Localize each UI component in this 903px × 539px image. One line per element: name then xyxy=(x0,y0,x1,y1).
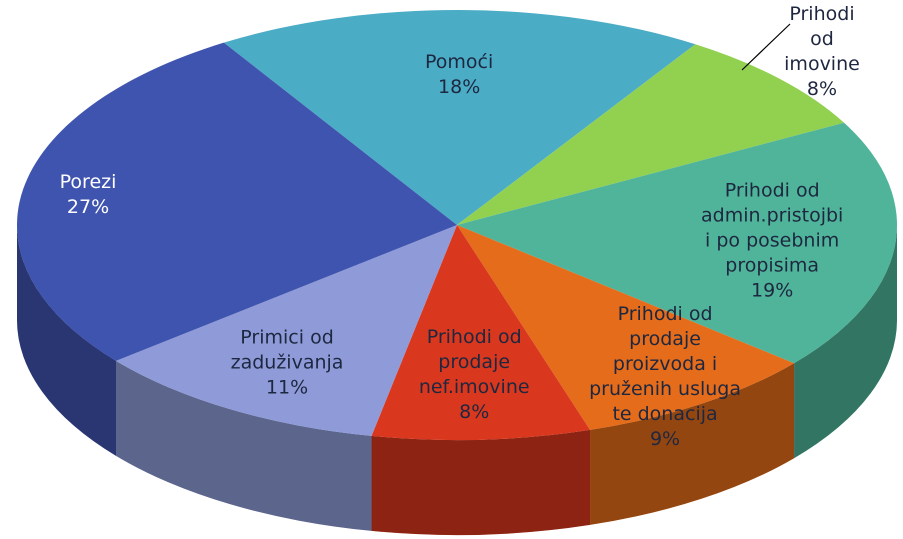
slice-side xyxy=(116,360,372,531)
value-label: 9% xyxy=(649,427,681,450)
slice xyxy=(457,225,795,430)
category-label: Pomoći xyxy=(425,50,494,73)
category-label: Prihodi od prodaje nef.imovine xyxy=(418,326,530,399)
value-label: 8% xyxy=(806,78,838,100)
value-label: 11% xyxy=(265,376,309,399)
slice xyxy=(457,122,898,364)
slice-label: Prihodi od prodaje nef.imovine 8% xyxy=(419,325,530,425)
slice xyxy=(371,225,591,441)
value-label: 18% xyxy=(438,75,481,98)
slice-side xyxy=(794,225,897,459)
value-label: 19% xyxy=(751,279,794,302)
slice-side xyxy=(17,225,117,456)
slice-side-shade xyxy=(17,225,117,456)
slice xyxy=(223,9,696,225)
slice-label: Prihodi od imovine 8% xyxy=(782,2,863,102)
value-label: 8% xyxy=(459,401,490,424)
slice-label: Porezi 27% xyxy=(60,170,117,220)
slice-side-shade xyxy=(794,225,897,459)
slice-side-shade xyxy=(590,363,795,525)
category-label: Porezi xyxy=(59,171,117,194)
value-label: 27% xyxy=(66,196,110,219)
slice-side-shade xyxy=(116,360,372,531)
slice-label: Primici od zaduživanja 11% xyxy=(231,326,344,401)
slice-label: Pomoći 18% xyxy=(425,50,493,100)
category-label: Prihodi od prodaje proizvoda i pruženih … xyxy=(589,302,742,425)
slice-label: Prihodi od prodaje proizvoda i pruženih … xyxy=(589,302,741,452)
category-label: Prihodi od admin.pristojbi i po posebnim… xyxy=(701,179,844,277)
slice xyxy=(457,44,845,225)
slice-side xyxy=(590,363,795,525)
slice-side xyxy=(371,429,591,535)
slice-side-shade xyxy=(371,429,591,535)
slice xyxy=(17,42,458,361)
slice-label: Prihodi od admin.pristojbi i po posebnim… xyxy=(701,178,843,303)
category-label: Prihodi od imovine xyxy=(784,3,860,75)
slice xyxy=(116,225,458,436)
category-label: Primici od zaduživanja xyxy=(230,326,344,374)
leader-line xyxy=(741,23,791,71)
